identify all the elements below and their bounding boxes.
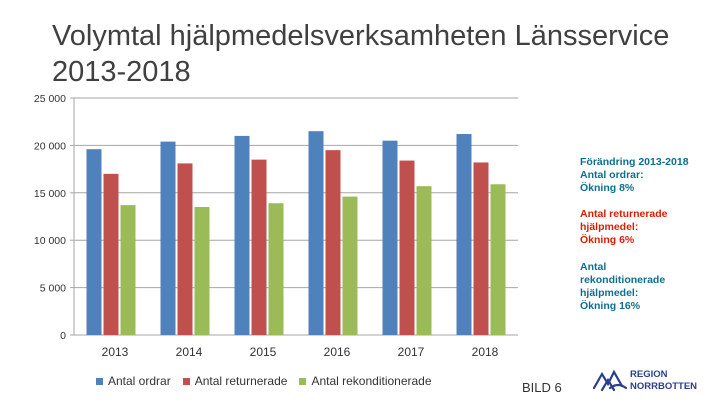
legend-item-recond: Antal rekonditionerade bbox=[299, 374, 432, 388]
bar-2017-series-2 bbox=[416, 186, 432, 335]
recond-change: Ökning 16% bbox=[580, 300, 641, 312]
x-tick-label: 2018 bbox=[472, 345, 499, 359]
orders-label: Antal ordrar: bbox=[580, 169, 644, 181]
x-tick-label: 2013 bbox=[102, 345, 129, 359]
logo-mark-icon bbox=[592, 369, 628, 392]
title-line-2: 2013-2018 bbox=[52, 56, 191, 88]
slide-title: Volymtal hjälpmedelsverksamheten Länsser… bbox=[52, 18, 692, 90]
returned-label-1: Antal returnerade bbox=[580, 208, 668, 220]
returned-change: Ökning 6% bbox=[580, 234, 635, 246]
y-tick-label: 5 000 bbox=[40, 283, 66, 295]
bar-2016-series-2 bbox=[342, 196, 358, 335]
change-note-orders: Förändring 2013-2018 Antal ordrar: Öknin… bbox=[580, 156, 689, 195]
legend-label-returned: Antal returnerade bbox=[194, 374, 288, 388]
bar-2018-series-0 bbox=[456, 134, 472, 335]
bar-2013-series-2 bbox=[120, 205, 136, 335]
bar-2014-series-2 bbox=[194, 207, 210, 335]
y-tick-label: 0 bbox=[60, 330, 66, 342]
logo-text-region: REGION bbox=[630, 369, 668, 380]
legend-swatch-orders bbox=[96, 377, 103, 385]
x-tick-label: 2017 bbox=[398, 345, 425, 359]
bar-2018-series-2 bbox=[490, 184, 506, 335]
change-note-returned: Antal returnerade hjälpmedel: Ökning 6% bbox=[580, 208, 668, 247]
recond-label-2: rekonditionerade bbox=[580, 274, 666, 286]
bar-2015-series-0 bbox=[234, 135, 250, 335]
bar-2016-series-0 bbox=[308, 131, 324, 335]
y-tick-label: 25 000 bbox=[34, 93, 66, 105]
bar-2017-series-1 bbox=[399, 160, 415, 335]
logo-text-norrbotten: NORRBOTTEN bbox=[630, 381, 697, 392]
page-number: BILD 6 bbox=[522, 380, 562, 395]
x-tick-label: 2016 bbox=[324, 345, 351, 359]
recond-label-1: Antal bbox=[580, 261, 607, 273]
bar-2014-series-1 bbox=[177, 163, 193, 335]
legend-item-returned: Antal returnerade bbox=[182, 374, 288, 388]
bar-2015-series-2 bbox=[268, 203, 284, 335]
title-line-1: Volymtal hjälpmedelsverksamheten Länsser… bbox=[52, 20, 670, 52]
chart-legend: Antal ordrar Antal returnerade Antal rek… bbox=[96, 374, 432, 388]
legend-item-orders: Antal ordrar bbox=[96, 374, 171, 388]
bar-2016-series-1 bbox=[325, 150, 341, 335]
legend-swatch-recond bbox=[299, 377, 307, 385]
orders-change: Ökning 8% bbox=[580, 182, 635, 194]
legend-label-recond: Antal rekonditionerade bbox=[311, 374, 432, 388]
x-tick-label: 2014 bbox=[176, 345, 203, 359]
bar-2018-series-1 bbox=[473, 162, 489, 335]
legend-label-orders: Antal ordrar bbox=[108, 374, 171, 388]
y-tick-label: 10 000 bbox=[34, 235, 66, 247]
bar-2013-series-1 bbox=[103, 173, 119, 335]
region-norrbotten-logo: REGION NORRBOTTEN bbox=[592, 369, 697, 392]
bar-2017-series-0 bbox=[382, 140, 398, 335]
bar-2015-series-1 bbox=[251, 159, 267, 335]
bar-2013-series-0 bbox=[86, 149, 102, 335]
returned-label-2: hjälpmedel: bbox=[580, 221, 639, 233]
change-header: Förändring 2013-2018 bbox=[580, 156, 689, 168]
x-tick-label: 2015 bbox=[250, 345, 277, 359]
y-tick-label: 20 000 bbox=[34, 140, 66, 152]
legend-swatch-returned bbox=[182, 377, 190, 385]
y-tick-label: 15 000 bbox=[34, 188, 66, 200]
bar-2014-series-0 bbox=[160, 141, 176, 335]
recond-label-3: hjälpmedel: bbox=[580, 287, 639, 299]
change-note-recond: Antal rekonditionerade hjälpmedel: Öknin… bbox=[580, 261, 665, 313]
